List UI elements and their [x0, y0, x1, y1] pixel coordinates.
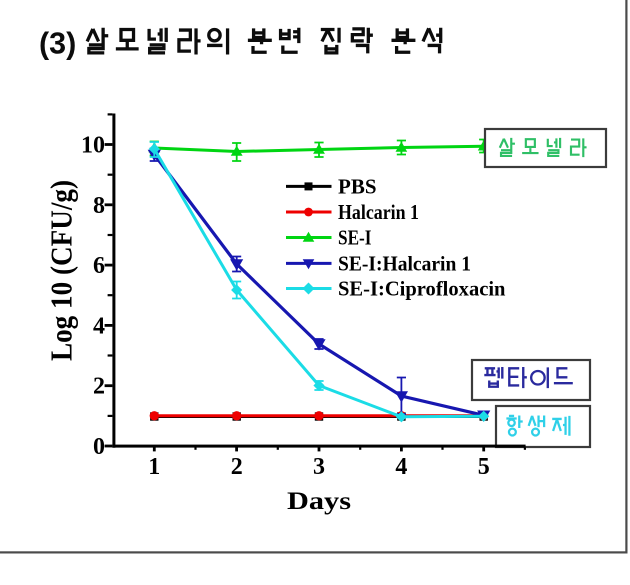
svg-text:Log 10 (CFU/g): Log 10 (CFU/g) [44, 180, 79, 361]
svg-text:2: 2 [231, 454, 243, 480]
svg-text:Days: Days [287, 486, 351, 515]
svg-text:PBS: PBS [338, 174, 377, 198]
svg-text:Halcarin 1: Halcarin 1 [338, 200, 419, 224]
svg-text:0: 0 [93, 434, 105, 460]
svg-text:SE-I: SE-I [338, 226, 372, 250]
svg-text:1: 1 [148, 454, 160, 480]
svg-text:6: 6 [93, 253, 105, 279]
svg-text:4: 4 [93, 313, 105, 339]
svg-text:SE-I:Halcarin 1: SE-I:Halcarin 1 [338, 251, 471, 275]
svg-text:SE-I:Ciprofloxacin: SE-I:Ciprofloxacin [338, 277, 506, 301]
svg-text:8: 8 [93, 193, 105, 219]
svg-text:4: 4 [395, 454, 407, 480]
svg-text:5: 5 [478, 454, 490, 480]
svg-text:2: 2 [93, 374, 105, 400]
svg-text:3: 3 [313, 454, 325, 480]
svg-text:(3): (3) [39, 27, 76, 61]
svg-text:10: 10 [81, 133, 105, 159]
